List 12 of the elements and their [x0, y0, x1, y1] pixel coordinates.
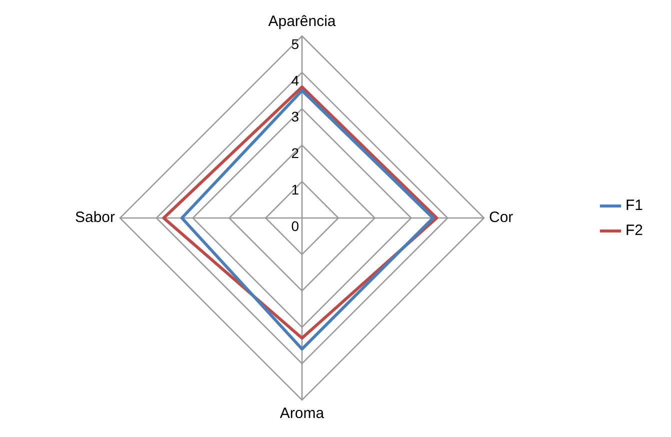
y-tick-label: 4 — [291, 72, 300, 88]
spoke-label: Cor — [489, 209, 514, 226]
y-tick-label: 5 — [291, 36, 300, 52]
spoke-label: Aparência — [268, 13, 336, 30]
y-tick-label: 0 — [291, 218, 300, 234]
y-tick-label: 3 — [291, 108, 300, 125]
spoke-label: Aroma — [280, 405, 325, 422]
legend-label: F1 — [625, 197, 644, 214]
y-tick-label: 2 — [291, 145, 300, 162]
spoke-label: Sabor — [74, 209, 115, 226]
legend-label: F2 — [625, 222, 644, 240]
y-tick-label: 1 — [291, 181, 300, 198]
